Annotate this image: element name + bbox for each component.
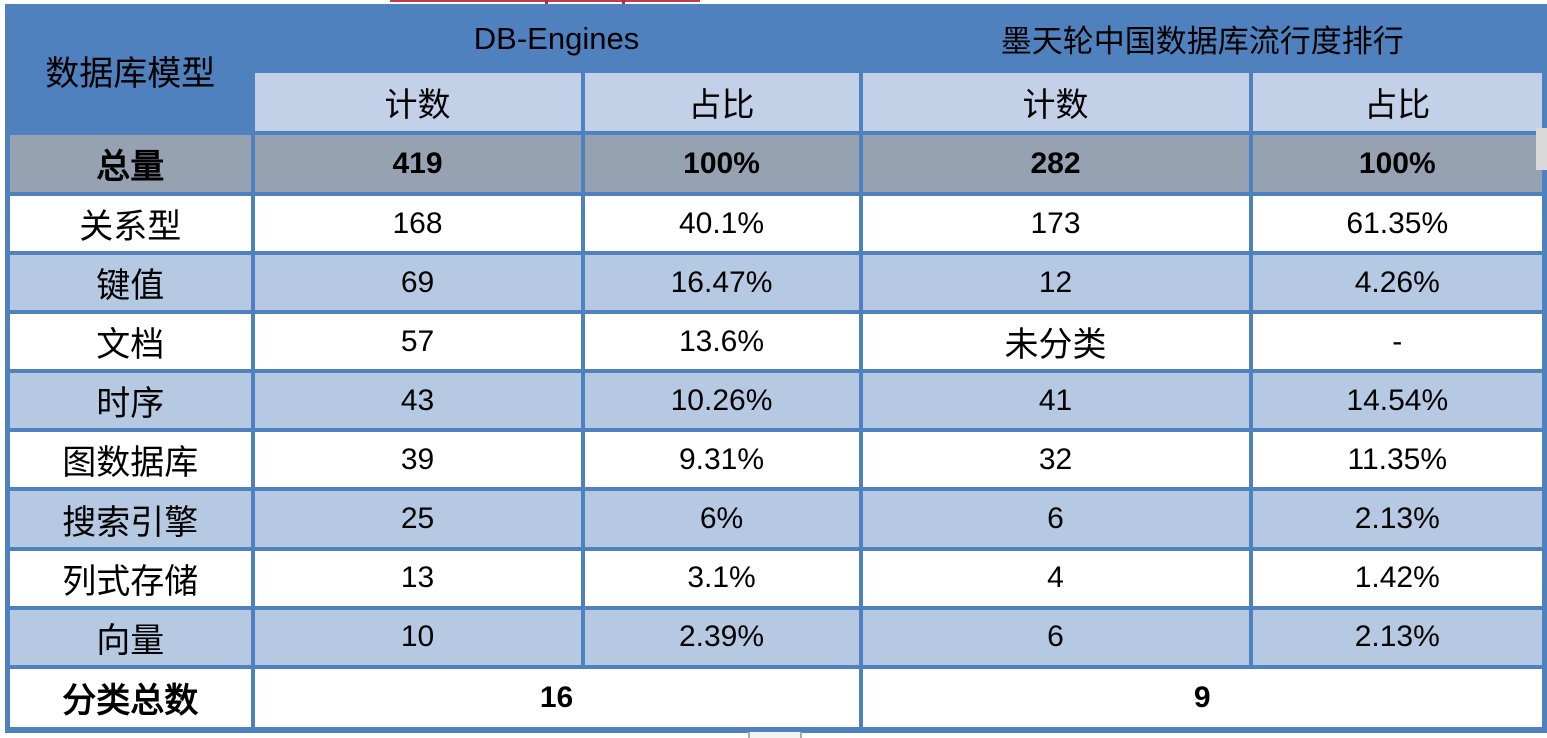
data-cell: -	[1248, 310, 1547, 374]
data-cell: 未分类	[858, 310, 1253, 374]
table-row: 向量 10 2.39% 6 2.13%	[5, 605, 1547, 669]
data-cell: 9.31%	[580, 428, 863, 492]
table-row: 搜索引擎 25 6% 6 2.13%	[5, 487, 1547, 551]
footer-total-db-engines: 16	[250, 664, 863, 733]
data-cell: 11.35%	[1248, 428, 1547, 492]
data-cell: 2.13%	[1248, 605, 1547, 669]
data-cell: 2.13%	[1248, 487, 1547, 551]
table-row: 关系型 168 40.1% 173 61.35%	[5, 192, 1547, 256]
table-row: 文档 57 13.6% 未分类 -	[5, 310, 1547, 374]
data-cell: 13	[250, 546, 585, 610]
data-cell: 16.47%	[580, 251, 863, 315]
table-row: 图数据库 39 9.31% 32 11.35%	[5, 428, 1547, 492]
data-cell: 25	[250, 487, 585, 551]
row-label: 关系型	[5, 192, 255, 256]
data-cell: 41	[858, 369, 1253, 433]
data-cell: 3.1%	[580, 546, 863, 610]
group-header-motianlun: 墨天轮中国数据库流行度排行	[858, 4, 1547, 73]
row-label: 搜索引擎	[5, 487, 255, 551]
data-cell: 57	[250, 310, 585, 374]
data-cell: 4	[858, 546, 1253, 610]
data-cell: 6	[858, 605, 1253, 669]
row-label: 总量	[5, 131, 255, 197]
sub-header-share-right: 占比	[1248, 68, 1547, 136]
row-label: 时序	[5, 369, 255, 433]
data-cell: 173	[858, 192, 1253, 256]
row-label: 图数据库	[5, 428, 255, 492]
sub-header-count-left: 计数	[250, 68, 585, 136]
data-cell: 100%	[1248, 131, 1547, 197]
data-cell: 2.39%	[580, 605, 863, 669]
row-label: 键值	[5, 251, 255, 315]
data-cell: 32	[858, 428, 1253, 492]
data-cell: 100%	[580, 131, 863, 197]
row-label: 文档	[5, 310, 255, 374]
data-cell: 282	[858, 131, 1253, 197]
scrollbar-fragment	[748, 732, 802, 738]
footer-total-motianlun: 9	[858, 664, 1547, 733]
data-cell: 39	[250, 428, 585, 492]
data-cell: 10	[250, 605, 585, 669]
row-label: 向量	[5, 605, 255, 669]
scrollbar-fragment	[1536, 128, 1547, 170]
footer-label: 分类总数	[5, 664, 255, 733]
data-cell: 6%	[580, 487, 863, 551]
sub-header-row: 计数 占比 计数 占比	[8, 68, 1547, 136]
table-footer-row: 分类总数 16 9	[5, 664, 1547, 733]
database-model-comparison-table: 数据库模型 DB-Engines 墨天轮中国数据库流行度排行 计数 占比 计数 …	[5, 4, 1547, 733]
red-underline-tick	[622, 0, 625, 6]
table-row-total: 总量 419 100% 282 100%	[5, 131, 1547, 197]
row-label: 列式存储	[5, 546, 255, 610]
data-cell: 13.6%	[580, 310, 863, 374]
data-cell: 168	[250, 192, 585, 256]
red-underline-tick	[545, 0, 548, 6]
sub-header-share-left: 占比	[580, 68, 863, 136]
data-cell: 1.42%	[1248, 546, 1547, 610]
data-cell: 10.26%	[580, 369, 863, 433]
data-cell: 419	[250, 131, 585, 197]
group-header-row: 数据库模型 DB-Engines 墨天轮中国数据库流行度排行	[5, 4, 1547, 136]
table-row: 时序 43 10.26% 41 14.54%	[5, 369, 1547, 433]
data-cell: 14.54%	[1248, 369, 1547, 433]
data-cell: 43	[250, 369, 585, 433]
group-header-db-engines: DB-Engines	[250, 4, 863, 73]
table-row: 键值 69 16.47% 12 4.26%	[5, 251, 1547, 315]
data-cell: 40.1%	[580, 192, 863, 256]
sub-header-count-right: 计数	[858, 68, 1253, 136]
table-row: 列式存储 13 3.1% 4 1.42%	[5, 546, 1547, 610]
data-cell: 61.35%	[1248, 192, 1547, 256]
data-cell: 69	[250, 251, 585, 315]
data-cell: 6	[858, 487, 1253, 551]
data-cell: 12	[858, 251, 1253, 315]
corner-header-cell: 数据库模型	[5, 4, 255, 136]
data-cell: 4.26%	[1248, 251, 1547, 315]
